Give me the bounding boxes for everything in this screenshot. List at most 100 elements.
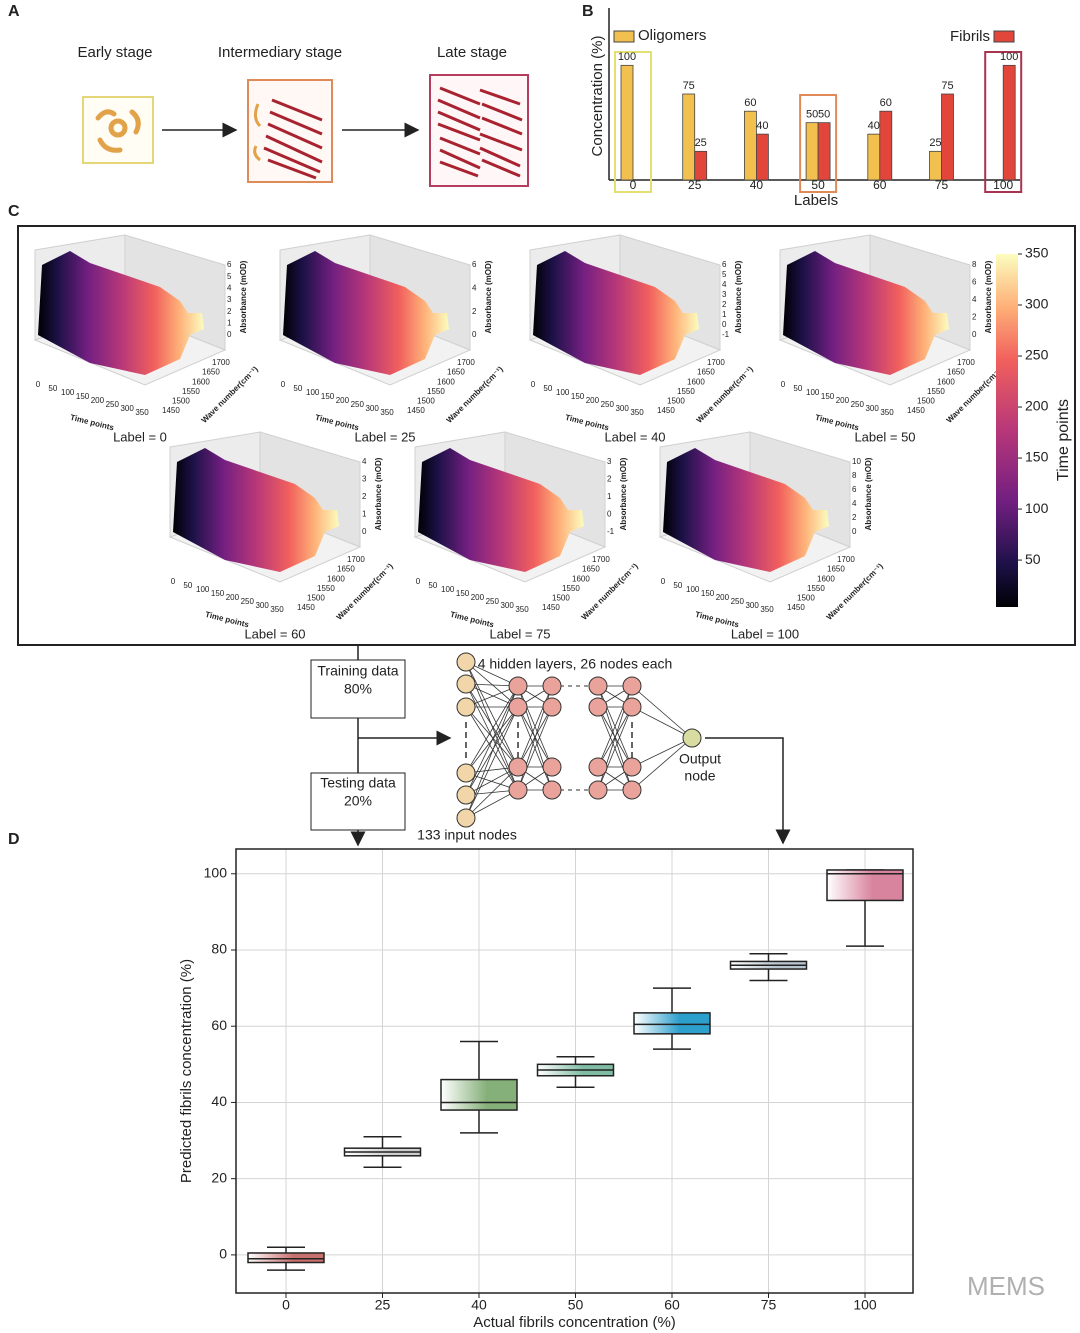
arrow bbox=[705, 737, 791, 845]
nn-edge bbox=[465, 706, 519, 819]
nn-edge bbox=[465, 766, 519, 819]
z-tick-label: 0 bbox=[852, 527, 857, 536]
bar bbox=[694, 150, 708, 181]
colorbar-tick-label: 50 bbox=[1025, 551, 1041, 567]
y-tick-label: 1700 bbox=[957, 358, 975, 367]
x-tick-label: 250 bbox=[851, 400, 865, 409]
y-tick-label: 1550 bbox=[427, 387, 445, 396]
x-tick-label: 350 bbox=[270, 605, 284, 614]
box bbox=[633, 1012, 711, 1035]
x-tick-label: 350 bbox=[515, 605, 529, 614]
value-label: 50 bbox=[818, 109, 830, 121]
x-tick-label: 0 bbox=[171, 577, 176, 586]
hidden-label: 4 hidden layers, 26 nodes each bbox=[478, 656, 673, 672]
z-tick-label: 6 bbox=[472, 260, 477, 269]
highlight-box bbox=[614, 51, 652, 193]
z-axis-label: Absorbance (mOD) bbox=[374, 457, 383, 530]
y-tick-label: 1500 bbox=[667, 397, 685, 406]
x-tick-label: 150 bbox=[821, 392, 835, 401]
z-tick-label: 0 bbox=[722, 320, 727, 329]
x-tick-label: 60 bbox=[664, 1297, 680, 1313]
y-tick-label: 1450 bbox=[657, 406, 675, 415]
z-tick-label: 8 bbox=[852, 471, 857, 480]
y-tick-label: 1450 bbox=[542, 603, 560, 612]
y-tick-label: 1600 bbox=[572, 574, 590, 583]
x-tick-label: 250 bbox=[351, 400, 365, 409]
y-tick-label: 1700 bbox=[592, 555, 610, 564]
x-tick-label: 50 bbox=[811, 178, 825, 192]
value-label: 40 bbox=[756, 120, 768, 132]
z-tick-label: 3 bbox=[362, 475, 367, 484]
nn-edge bbox=[465, 789, 519, 819]
x-tick-label: 350 bbox=[135, 408, 149, 417]
subplot-title: Label = 25 bbox=[354, 429, 415, 444]
panel-label: D bbox=[8, 831, 20, 848]
bar bbox=[879, 110, 893, 181]
x-tick-label: 150 bbox=[76, 392, 90, 401]
x-tick-label: 25 bbox=[688, 178, 702, 192]
panel-label: B bbox=[582, 3, 594, 20]
colorbar-tick-label: 100 bbox=[1025, 500, 1049, 516]
x-tick-label: 150 bbox=[321, 392, 335, 401]
value-label: 50 bbox=[806, 109, 818, 121]
y-tick-label: 1600 bbox=[937, 377, 955, 386]
nn-edge bbox=[465, 706, 519, 791]
subplot-title: Label = 75 bbox=[489, 626, 550, 641]
z-tick-label: 3 bbox=[227, 295, 232, 304]
x-tick-label: 100 bbox=[993, 178, 1013, 192]
x-tick-label: 50 bbox=[568, 1297, 584, 1313]
x-tick-label: 50 bbox=[543, 384, 552, 393]
x-tick-label: 0 bbox=[531, 380, 536, 389]
z-tick-label: 2 bbox=[722, 300, 727, 309]
x-tick-label: 100 bbox=[196, 585, 210, 594]
nn-node bbox=[588, 697, 608, 717]
x-tick-label: 200 bbox=[716, 593, 730, 602]
x-tick-label: 50 bbox=[48, 384, 57, 393]
z-tick-label: 5 bbox=[722, 270, 727, 279]
z-tick-label: 4 bbox=[227, 283, 232, 292]
bar bbox=[744, 110, 757, 181]
colorbar-tick-label: 200 bbox=[1025, 398, 1049, 414]
nn-node bbox=[456, 785, 476, 805]
x-tick-label: 50 bbox=[673, 581, 682, 590]
x-tick-label: 50 bbox=[293, 384, 302, 393]
x-tick-label: 300 bbox=[255, 601, 269, 610]
bar bbox=[929, 150, 942, 181]
colorbar bbox=[996, 254, 1018, 607]
bar bbox=[682, 93, 696, 181]
value-label: 60 bbox=[744, 97, 756, 109]
x-tick-label: 200 bbox=[226, 593, 240, 602]
y-tick-label: 1550 bbox=[677, 387, 695, 396]
nn-node bbox=[456, 808, 476, 828]
x-tick-label: 350 bbox=[880, 408, 894, 417]
x-tick-label: 100 bbox=[686, 585, 700, 594]
x-tick-label: 0 bbox=[661, 577, 666, 586]
y-tick-label: 1500 bbox=[307, 594, 325, 603]
nn-node bbox=[542, 780, 562, 800]
y-tick-label: 1500 bbox=[797, 594, 815, 603]
z-axis-label: Absorbance (mOD) bbox=[239, 260, 248, 333]
z-tick-label: 0 bbox=[607, 510, 612, 519]
x-tick-label: 200 bbox=[336, 396, 350, 405]
z-tick-label: 2 bbox=[607, 475, 612, 484]
nn-edge bbox=[631, 706, 693, 739]
nn-node bbox=[456, 763, 476, 783]
z-axis-label: Absorbance (mOD) bbox=[734, 260, 743, 333]
surface bbox=[533, 251, 699, 375]
y-tick-label: 1700 bbox=[457, 358, 475, 367]
x-axis-label: Time points bbox=[69, 413, 115, 433]
y-tick-label: 1600 bbox=[817, 574, 835, 583]
x-tick-label: 100 bbox=[853, 1297, 877, 1313]
nn-edge bbox=[465, 661, 519, 687]
z-axis-label: Absorbance (mOD) bbox=[864, 457, 873, 530]
value-label: 25 bbox=[929, 137, 941, 149]
colorbar-tick-label: 150 bbox=[1025, 449, 1049, 465]
z-tick-label: 3 bbox=[607, 457, 612, 466]
x-tick-label: 50 bbox=[183, 581, 192, 590]
nn-node bbox=[508, 780, 528, 800]
x-tick-label: 0 bbox=[281, 380, 286, 389]
y-tick-label: 1550 bbox=[182, 387, 200, 396]
